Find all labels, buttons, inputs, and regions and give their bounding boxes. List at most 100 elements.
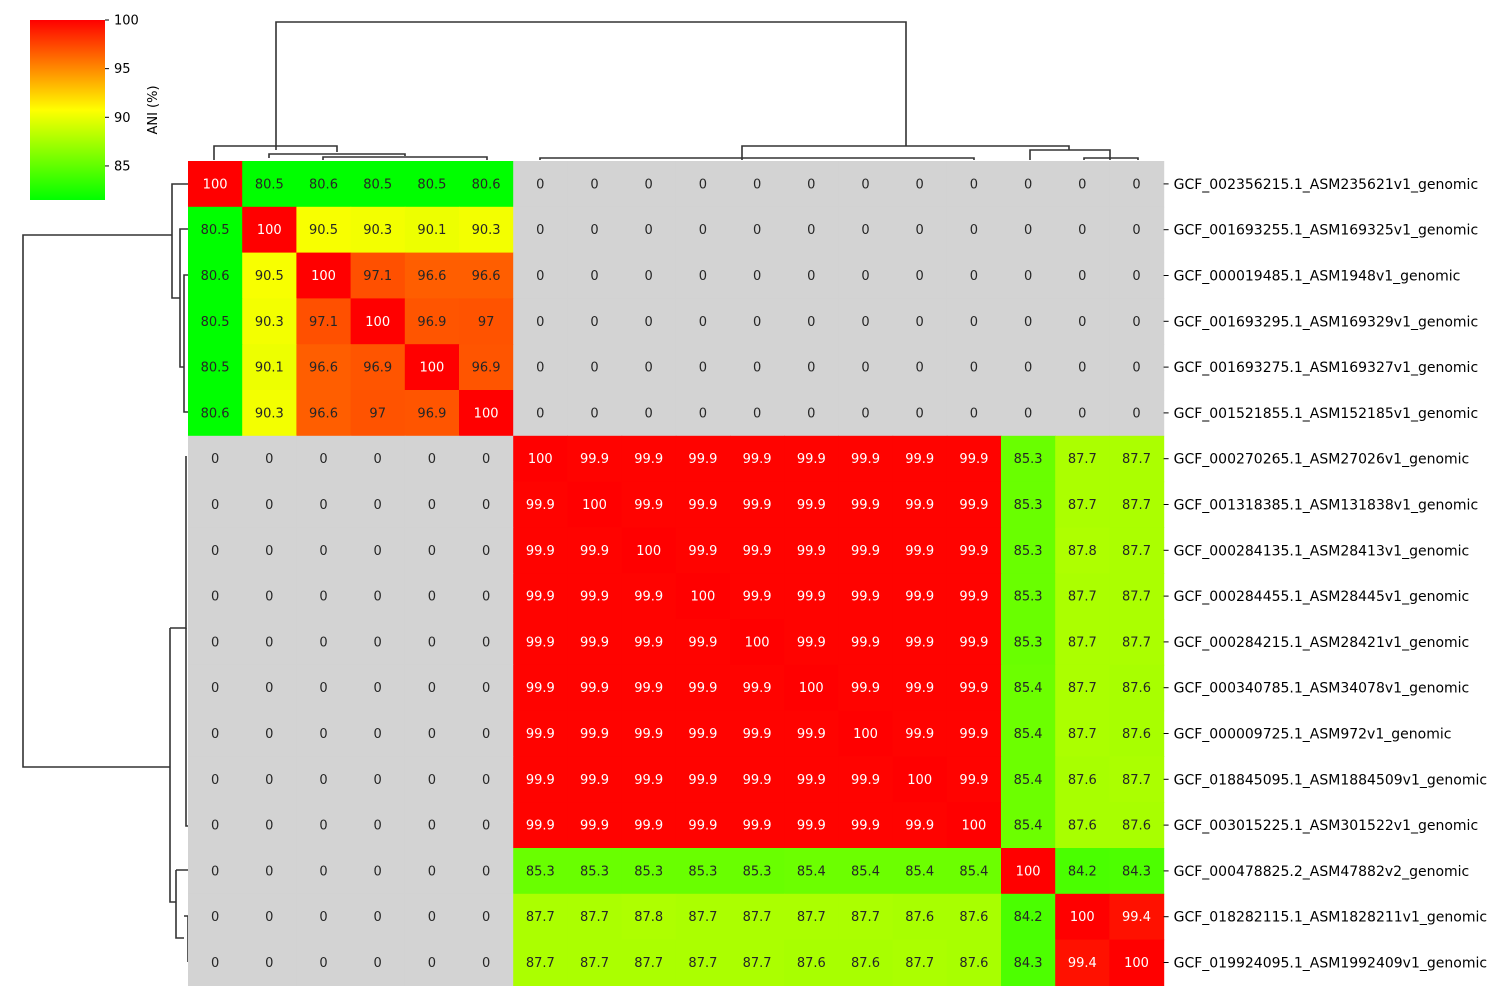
cell-value-label: 0: [482, 681, 490, 696]
heatmap-cell: [621, 710, 677, 757]
cell-value-label: 87.6: [959, 910, 988, 925]
heatmap-cell: [404, 390, 460, 437]
cell-value-label: 99.9: [959, 727, 988, 742]
heatmap-cell: [621, 481, 677, 528]
heatmap-cell: [567, 390, 623, 437]
cell-value-label: 84.2: [1014, 910, 1043, 925]
heatmap-cell: [350, 435, 406, 483]
cell-value-label: 99.9: [688, 819, 717, 834]
heatmap-cell: [892, 481, 948, 528]
cell-value-label: 0: [211, 727, 219, 742]
dendrogram-link: [1029, 149, 1111, 160]
heatmap-cell: [1055, 756, 1110, 803]
cell-value-label: 0: [265, 635, 273, 650]
cell-value-label: 0: [916, 177, 924, 192]
heatmap-cell: [946, 435, 1002, 483]
heatmap-cell: [242, 527, 297, 574]
heatmap-cell: [296, 848, 352, 895]
cell-value-label: 87.7: [851, 910, 880, 925]
cell-value-label: 0: [211, 681, 219, 696]
heatmap-cell: [188, 802, 243, 849]
heatmap-cell: [1055, 161, 1110, 208]
cell-value-label: 99.9: [905, 727, 934, 742]
cell-value-label: 0: [699, 361, 707, 376]
cell-value-label: 0: [1078, 223, 1086, 238]
heatmap-cell: [1055, 939, 1110, 986]
cell-value-label: 85.3: [1014, 544, 1043, 559]
cell-value-label: 99.9: [634, 727, 663, 742]
cell-value-label: 0: [211, 544, 219, 559]
cell-value-label: 0: [861, 361, 869, 376]
heatmap-cell: [404, 527, 460, 574]
cell-value-label: 87.7: [1122, 773, 1151, 788]
heatmap-cell: [1109, 527, 1165, 574]
heatmap-cell: [188, 573, 243, 620]
cell-value-label: 99.9: [634, 773, 663, 788]
cell-value-label: 99.9: [743, 819, 772, 834]
cell-value-label: 0: [428, 498, 436, 513]
heatmap-cell: [730, 802, 785, 849]
heatmap-cell: [567, 710, 623, 757]
colorbar-tick-label: 85: [114, 159, 131, 174]
cell-value-label: 87.7: [1122, 635, 1151, 650]
heatmap-cell: [1055, 710, 1110, 757]
colorbar-tick-label: 90: [114, 111, 131, 126]
cell-value-label: 0: [590, 177, 598, 192]
colorbar-ticks: 85 90 95 100: [105, 14, 139, 174]
cell-value-label: 0: [428, 773, 436, 788]
cell-value-label: 0: [428, 819, 436, 834]
dendrogram-link: [175, 869, 188, 939]
cell-value-label: 99.9: [580, 773, 609, 788]
heatmap-cell: [1109, 893, 1165, 941]
cell-value-label: 87.6: [1068, 773, 1097, 788]
heatmap-cell: [350, 573, 406, 620]
cell-value-label: 87.7: [580, 910, 609, 925]
heatmap-cell: [242, 756, 297, 803]
heatmap-cell: [838, 710, 894, 757]
cell-value-label: 100: [203, 177, 228, 192]
cell-value-label: 0: [319, 681, 327, 696]
cell-value-label: 85.4: [851, 864, 880, 879]
cell-value-label: 99.9: [688, 681, 717, 696]
heatmap-cell: [946, 573, 1002, 620]
cell-value-label: 0: [1078, 361, 1086, 376]
heatmap-cell: [838, 619, 894, 666]
heatmap-cell: [350, 664, 406, 712]
cell-value-label: 100: [311, 269, 336, 284]
heatmap-cell: [675, 939, 731, 986]
heatmap-cell: [567, 435, 623, 483]
heatmap-cell: [892, 939, 948, 986]
cell-value-label: 100: [745, 635, 770, 650]
cell-value-label: 99.9: [634, 452, 663, 467]
heatmap-cell: [567, 939, 623, 986]
heatmap-cell: [350, 390, 406, 437]
cell-value-label: 0: [1078, 315, 1086, 330]
cell-value-label: 90.5: [255, 269, 284, 284]
cell-value-label: 0: [482, 452, 490, 467]
cell-value-label: 0: [265, 819, 273, 834]
cell-value-label: 0: [970, 406, 978, 421]
heatmap-cell: [675, 161, 731, 208]
heatmap-cell: [1055, 252, 1110, 299]
heatmap-cell: [242, 710, 297, 757]
heatmap-cell: [946, 252, 1002, 299]
cell-value-label: 0: [699, 315, 707, 330]
cell-value-label: 0: [916, 315, 924, 330]
top-dendrogram: [213, 21, 1139, 160]
heatmap-cell: [1109, 619, 1165, 666]
cell-value-label: 87.7: [1122, 452, 1151, 467]
cell-value-label: 0: [265, 590, 273, 605]
cell-value-label: 80.5: [255, 177, 284, 192]
heatmap-cell: [296, 252, 352, 299]
cell-value-label: 0: [1024, 315, 1032, 330]
heatmap-cell: [621, 664, 677, 712]
dendrogram-link: [22, 234, 172, 768]
heatmap-cell: [404, 664, 460, 712]
cell-value-label: 0: [861, 269, 869, 284]
heatmap-cell: [296, 435, 352, 483]
cell-value-label: 85.3: [526, 864, 555, 879]
heatmap-cell: [513, 298, 568, 345]
cell-value-label: 99.9: [526, 544, 555, 559]
heatmap-cell: [296, 802, 352, 849]
heatmap-cell: [404, 161, 460, 208]
